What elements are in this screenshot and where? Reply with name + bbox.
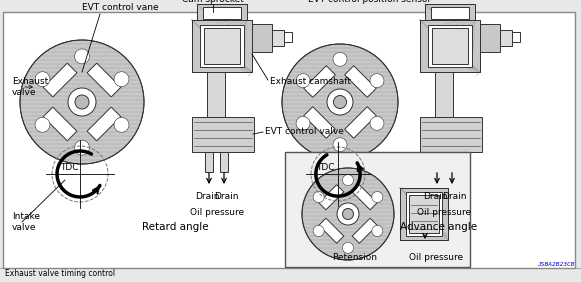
- Bar: [203, 7, 241, 19]
- Bar: [409, 195, 439, 233]
- Bar: [480, 24, 500, 52]
- Text: Intake
valve: Intake valve: [12, 212, 40, 232]
- Text: EVT control valve: EVT control valve: [265, 127, 344, 136]
- Bar: [448, 152, 456, 172]
- FancyBboxPatch shape: [304, 107, 335, 138]
- FancyBboxPatch shape: [319, 218, 344, 243]
- Text: Retard angle: Retard angle: [142, 222, 209, 232]
- Circle shape: [372, 191, 383, 202]
- Text: Drain: Drain: [195, 192, 219, 201]
- Text: Cam sprocket: Cam sprocket: [182, 0, 244, 4]
- Circle shape: [313, 191, 324, 202]
- Circle shape: [296, 74, 310, 88]
- Bar: [425, 4, 475, 20]
- Bar: [272, 30, 284, 46]
- Text: Retension: Retension: [332, 253, 378, 262]
- Circle shape: [296, 116, 310, 130]
- Bar: [284, 32, 292, 42]
- Bar: [285, 152, 470, 267]
- Circle shape: [114, 72, 129, 87]
- Circle shape: [370, 74, 384, 88]
- Circle shape: [114, 117, 129, 132]
- Circle shape: [342, 242, 353, 253]
- Bar: [192, 117, 254, 152]
- Circle shape: [333, 96, 346, 109]
- FancyBboxPatch shape: [87, 107, 121, 141]
- FancyBboxPatch shape: [43, 63, 77, 97]
- Bar: [197, 4, 247, 20]
- Circle shape: [337, 203, 359, 225]
- Bar: [252, 24, 272, 52]
- Text: Exhaust
valve: Exhaust valve: [12, 77, 48, 97]
- FancyBboxPatch shape: [345, 107, 376, 138]
- Text: TDC: TDC: [316, 162, 335, 171]
- Bar: [428, 25, 472, 67]
- Circle shape: [68, 88, 96, 116]
- Text: Oil pressure: Oil pressure: [417, 208, 471, 217]
- Bar: [197, 4, 247, 20]
- Circle shape: [370, 116, 384, 130]
- Text: Exhaust valve timing control: Exhaust valve timing control: [5, 270, 115, 279]
- Text: Drain: Drain: [442, 192, 466, 201]
- Circle shape: [372, 225, 383, 236]
- FancyBboxPatch shape: [352, 218, 377, 243]
- Circle shape: [343, 208, 353, 219]
- Bar: [406, 192, 442, 236]
- FancyBboxPatch shape: [345, 66, 376, 97]
- Circle shape: [333, 138, 347, 152]
- Text: Drain: Drain: [214, 192, 238, 201]
- Bar: [200, 25, 244, 67]
- Bar: [431, 7, 469, 19]
- Bar: [500, 30, 512, 46]
- Text: TDC: TDC: [60, 162, 78, 171]
- Circle shape: [74, 140, 89, 155]
- Circle shape: [327, 89, 353, 115]
- Text: Exhaust camshaft: Exhaust camshaft: [270, 78, 351, 87]
- Text: Oil pressure: Oil pressure: [190, 208, 244, 217]
- Bar: [192, 20, 252, 72]
- Bar: [420, 20, 480, 72]
- Bar: [420, 20, 480, 72]
- Bar: [400, 188, 448, 240]
- FancyBboxPatch shape: [43, 107, 77, 141]
- Circle shape: [35, 72, 50, 87]
- Text: Drain: Drain: [423, 192, 447, 201]
- Text: EVT control position sensor: EVT control position sensor: [309, 0, 432, 4]
- Circle shape: [302, 168, 394, 260]
- FancyBboxPatch shape: [304, 66, 335, 97]
- Circle shape: [75, 95, 89, 109]
- Circle shape: [20, 40, 144, 164]
- Bar: [207, 72, 225, 117]
- Bar: [420, 117, 482, 152]
- Circle shape: [333, 52, 347, 66]
- Bar: [205, 152, 213, 172]
- Bar: [220, 152, 228, 172]
- FancyBboxPatch shape: [87, 63, 121, 97]
- FancyBboxPatch shape: [319, 185, 344, 210]
- Circle shape: [313, 225, 324, 236]
- Circle shape: [35, 117, 50, 132]
- Bar: [204, 28, 240, 64]
- Bar: [433, 152, 441, 172]
- Bar: [192, 20, 252, 72]
- Text: EVT control vane: EVT control vane: [82, 3, 158, 12]
- Bar: [435, 72, 453, 117]
- Bar: [432, 28, 468, 64]
- Bar: [400, 188, 448, 240]
- Bar: [512, 32, 520, 42]
- Circle shape: [342, 175, 353, 186]
- Text: Advance angle: Advance angle: [400, 222, 477, 232]
- Bar: [425, 4, 475, 20]
- FancyBboxPatch shape: [352, 185, 377, 210]
- Text: Oil pressure: Oil pressure: [409, 253, 463, 262]
- Circle shape: [282, 44, 398, 160]
- Text: JSBA2B23CB: JSBA2B23CB: [537, 262, 575, 267]
- Circle shape: [74, 49, 89, 64]
